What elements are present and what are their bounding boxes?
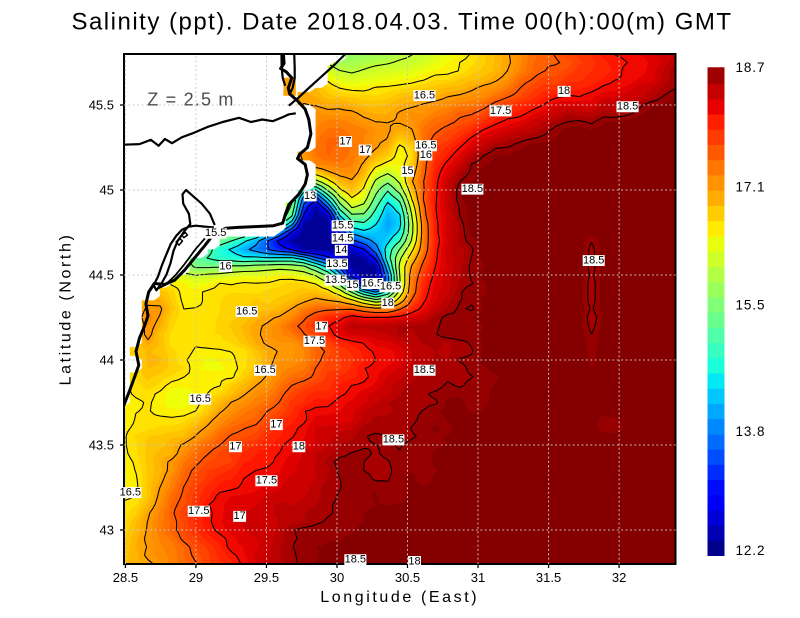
svg-text:Salinity (ppt). Date 2018.04.0: Salinity (ppt). Date 2018.04.03. Time 00… [71, 9, 732, 36]
svg-text:13.5: 13.5 [325, 274, 346, 286]
svg-text:15: 15 [401, 165, 413, 177]
svg-text:30: 30 [330, 570, 344, 585]
svg-text:15: 15 [346, 279, 358, 291]
svg-text:43.5: 43.5 [89, 438, 114, 453]
svg-text:17: 17 [339, 135, 351, 147]
svg-text:13: 13 [304, 190, 316, 202]
svg-text:17.5: 17.5 [256, 475, 277, 487]
svg-text:15.5: 15.5 [332, 220, 353, 232]
svg-text:18.5: 18.5 [462, 183, 483, 195]
svg-text:18.5: 18.5 [617, 101, 638, 113]
svg-text:16.5: 16.5 [236, 305, 257, 317]
svg-text:18.7: 18.7 [735, 60, 765, 75]
svg-text:29.5: 29.5 [254, 570, 279, 585]
svg-text:32: 32 [612, 570, 626, 585]
svg-text:28.5: 28.5 [113, 570, 138, 585]
svg-text:18: 18 [293, 441, 305, 453]
svg-text:17: 17 [359, 144, 371, 156]
svg-text:18: 18 [558, 85, 570, 97]
svg-text:Z = 2.5 m: Z = 2.5 m [147, 89, 234, 109]
svg-text:Longitude (East): Longitude (East) [320, 589, 479, 606]
svg-text:15.5: 15.5 [205, 227, 226, 239]
svg-text:31: 31 [471, 570, 485, 585]
svg-text:17.1: 17.1 [735, 180, 765, 195]
svg-text:13.8: 13.8 [735, 424, 765, 439]
svg-text:30.5: 30.5 [395, 570, 420, 585]
svg-text:18.5: 18.5 [583, 254, 604, 266]
svg-text:Latitude (North): Latitude (North) [57, 233, 74, 386]
svg-text:17: 17 [229, 441, 241, 453]
svg-text:16: 16 [420, 149, 432, 161]
svg-text:16: 16 [219, 260, 231, 272]
svg-text:16.5: 16.5 [189, 393, 210, 405]
svg-text:31.5: 31.5 [536, 570, 561, 585]
svg-text:13.5: 13.5 [326, 258, 347, 270]
svg-text:17.5: 17.5 [490, 105, 511, 117]
svg-text:18.5: 18.5 [414, 364, 435, 376]
svg-text:45: 45 [100, 183, 114, 198]
svg-text:45.5: 45.5 [89, 98, 114, 113]
svg-text:17: 17 [315, 321, 327, 333]
svg-text:17: 17 [270, 418, 282, 430]
svg-text:16.5: 16.5 [362, 277, 383, 289]
svg-text:16.5: 16.5 [380, 281, 401, 293]
svg-text:17: 17 [234, 510, 246, 522]
svg-text:17.5: 17.5 [304, 335, 325, 347]
svg-text:29: 29 [189, 570, 203, 585]
svg-text:16.5: 16.5 [254, 364, 275, 376]
svg-text:44.5: 44.5 [89, 268, 114, 283]
svg-text:16.5: 16.5 [414, 89, 435, 101]
svg-text:14: 14 [335, 244, 347, 256]
svg-text:18: 18 [408, 555, 420, 567]
svg-text:18.5: 18.5 [383, 434, 404, 446]
svg-text:12.2: 12.2 [735, 543, 765, 558]
svg-text:18.5: 18.5 [345, 554, 366, 566]
svg-text:14.5: 14.5 [332, 232, 353, 244]
svg-text:18: 18 [382, 297, 394, 309]
svg-text:16.5: 16.5 [120, 486, 141, 498]
svg-text:17.5: 17.5 [188, 505, 209, 517]
svg-text:15.5: 15.5 [735, 298, 765, 313]
svg-text:43: 43 [100, 523, 114, 538]
svg-text:16.5: 16.5 [415, 140, 436, 152]
svg-text:44: 44 [100, 353, 114, 368]
